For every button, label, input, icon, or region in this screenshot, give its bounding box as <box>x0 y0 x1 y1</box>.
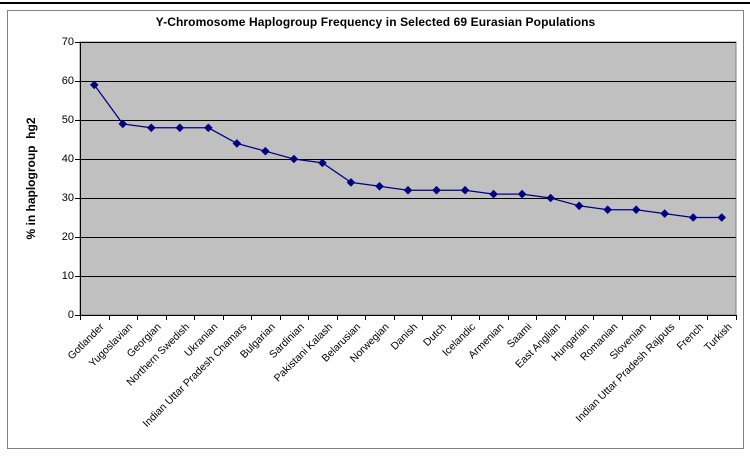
data-point-marker <box>204 123 213 133</box>
data-point-marker <box>147 123 156 133</box>
data-point-marker <box>660 209 669 218</box>
y-tick-label: 10 <box>61 270 74 282</box>
data-point-marker <box>489 189 498 199</box>
data-point-marker <box>403 185 413 195</box>
y-tick-label: 50 <box>61 114 74 126</box>
data-point-marker <box>546 193 555 203</box>
page-top-border <box>0 2 750 4</box>
y-tick-label: 60 <box>61 75 74 87</box>
y-tick-label: 30 <box>61 192 74 204</box>
data-point-marker <box>574 201 584 211</box>
data-point-marker <box>460 185 470 195</box>
y-tick-label: 70 <box>61 36 74 48</box>
data-point-marker <box>603 205 612 214</box>
data-point-marker <box>688 213 698 222</box>
data-point-marker <box>631 205 641 214</box>
data-point-marker <box>346 178 356 187</box>
data-point-marker <box>118 119 128 129</box>
data-point-marker <box>717 213 727 222</box>
data-point-marker <box>261 146 270 156</box>
data-point-marker <box>289 154 299 164</box>
data-point-marker <box>175 123 185 133</box>
data-point-marker <box>318 158 327 168</box>
data-point-marker <box>432 185 441 195</box>
plot-background <box>79 41 737 316</box>
y-tick-label: 40 <box>61 153 74 165</box>
chart-title: Y-Chromosome Haplogroup Frequency in Sel… <box>155 15 596 29</box>
data-point-marker <box>89 80 99 90</box>
y-tick-label: 0 <box>67 309 74 321</box>
data-point-marker <box>375 182 384 191</box>
y-tick-label: 20 <box>61 231 74 243</box>
data-point-marker <box>232 139 242 148</box>
data-point-marker <box>517 189 527 199</box>
